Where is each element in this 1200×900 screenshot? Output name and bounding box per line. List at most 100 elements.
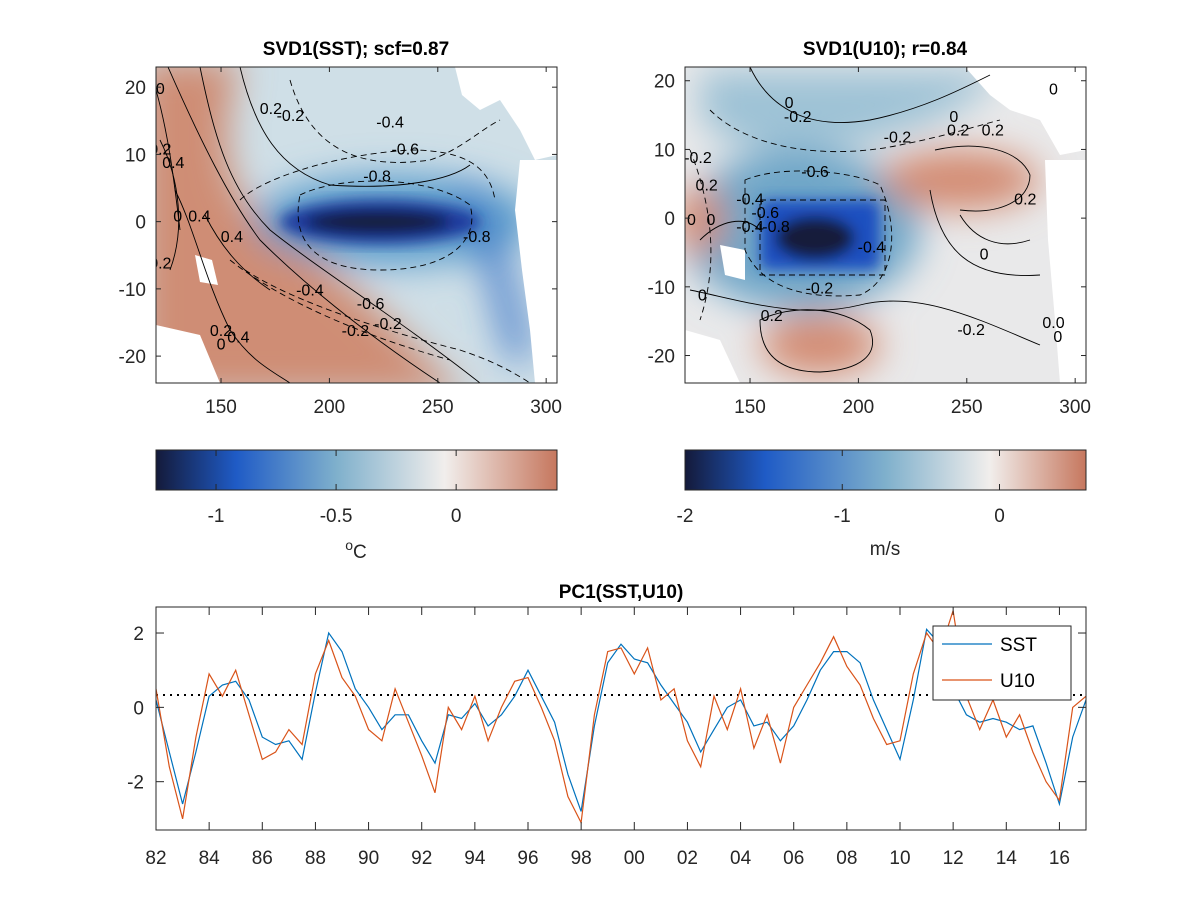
u10-contour-label: -0.6: [751, 205, 779, 222]
pc1-axes-box: [155, 606, 1087, 831]
u10-contour-label: 0.2: [1014, 191, 1036, 208]
sst-contour-label: -0.4: [376, 115, 404, 132]
pc1-xtick-label: 90: [358, 848, 379, 869]
u10-contour-label: -0.2: [884, 130, 912, 147]
u10-colorbar: -2 -1 0 m/s: [677, 449, 1087, 560]
series-line-sst: [156, 627, 1086, 812]
sst-contour-labels: 00.20.40.2-0.2 -0.4-0.6-0.80.400.4 -0.80.2…: [149, 81, 491, 353]
u10-contour-label: 0: [698, 288, 707, 305]
sst-contour-label: 0: [173, 209, 182, 226]
pc1-xtick-label: 96: [517, 848, 538, 869]
u10-contour-label: -0.2: [684, 150, 712, 167]
pc1-xtick-label: 16: [1049, 848, 1070, 869]
u10-contour-label: 0: [687, 212, 696, 229]
sst-unit-celsius: C: [353, 542, 367, 563]
sst-contour-label: 0.2: [149, 256, 171, 273]
sst-map-axes-box: [155, 66, 558, 384]
sst-xtick-label: 250: [422, 397, 454, 418]
sst-positive-region: [156, 67, 455, 383]
u10-contour-label: -0.4: [736, 191, 764, 208]
u10-contour-label: 0.2: [696, 178, 718, 195]
u10-contour-label: -0.2: [784, 109, 812, 126]
sst-contour-label: -0.8: [363, 168, 391, 185]
u10-map-field: 0-0.2-0.200.2 0.20-0.20.2-0.6-0.4-0.6-0.8…: [684, 67, 1086, 383]
u10-contour-label: 0.0: [1042, 315, 1064, 332]
u10-ytick-label: -10: [648, 278, 675, 299]
sst-contour-label: -0.8: [463, 229, 491, 246]
u10-ytick-label: 20: [654, 72, 675, 93]
u10-xtick-label: 250: [951, 397, 983, 418]
pc1-xtick-label: 88: [305, 848, 326, 869]
sst-contour-label: -0.4: [296, 283, 324, 300]
sst-contour-label: -0.2: [342, 323, 370, 340]
sst-contour-label: 0: [156, 81, 165, 98]
u10-contour-label: 0: [949, 109, 958, 126]
land-mask-southwest: [156, 325, 220, 383]
u10-contour-labels: 0-0.2-0.200.2 0.20-0.20.2-0.6-0.4-0.6-0.8…: [684, 81, 1065, 346]
u10-land-mask-north: [965, 67, 1086, 155]
legend-box: [932, 625, 1072, 701]
sst-map-ticks: 150 200 250 300 20 10 0 -10 -20: [119, 67, 562, 418]
sst-xtick-label: 300: [530, 397, 562, 418]
u10-contour-label: -0.4: [736, 219, 764, 236]
pc1-xtick-label: 94: [464, 848, 486, 869]
sst-xtick-label: 200: [314, 397, 346, 418]
sst-colorbar-ticks: -1 -0.5 0: [208, 450, 461, 527]
u10-contour-label: 0.2: [761, 308, 783, 325]
land-mask-north: [455, 67, 557, 160]
pc1-legend: SST U10: [932, 625, 1072, 701]
u10-map-panel: SVD1(U10); r=0.84: [648, 39, 1091, 418]
sst-contour-label: 0.4: [221, 229, 243, 246]
u10-contour-label: 0.2: [982, 123, 1004, 140]
sst-contour-label: -0.6: [391, 141, 419, 158]
sst-ytick-label: -20: [119, 347, 146, 368]
sst-contours: [156, 67, 531, 383]
sst-ytick-label: 20: [125, 78, 146, 99]
sst-contour-label: 0.4: [162, 155, 184, 172]
u10-contour-label: 0.2: [947, 123, 969, 140]
pc1-xtick-label: 14: [996, 848, 1018, 869]
sst-contour-label: 0.4: [188, 209, 210, 226]
series-line-u10: [156, 610, 1086, 825]
sst-contour-label: -0.2: [374, 316, 402, 333]
sst-colorbar: -1 -0.5 0 oC: [155, 449, 558, 563]
pc1-series-group: [156, 610, 1086, 825]
sst-colorbar-tick-label: -0.5: [320, 506, 353, 527]
u10-red-east: [880, 150, 1040, 210]
pc1-ytick-label: -2: [127, 773, 144, 794]
sst-contour-label: 0: [217, 336, 226, 353]
pc1-xtick-label: 12: [943, 848, 964, 869]
u10-ytick-label: 10: [654, 140, 675, 161]
pc1-xtick-label: 82: [145, 848, 166, 869]
sst-colorbar-tick-label: -1: [208, 506, 225, 527]
sst-colorbar-gradient: [155, 449, 558, 491]
u10-red-west: [685, 185, 725, 255]
land-mask-island: [195, 255, 218, 285]
u10-contour-label: 0: [1049, 81, 1058, 98]
u10-xtick-label: 300: [1059, 397, 1091, 418]
legend-u10-label: U10: [1000, 671, 1035, 692]
pc1-xtick-label: 98: [571, 848, 592, 869]
u10-core-inner: [775, 216, 855, 260]
u10-contour-label: 0: [980, 246, 989, 263]
sst-ytick-label: 0: [135, 213, 146, 234]
sst-contour-label: 0.2: [260, 101, 282, 118]
sst-colorbar-unit: oC: [345, 537, 367, 563]
u10-colorbar-tick-label: -2: [677, 506, 694, 527]
sst-contour-label: 0.4: [227, 330, 249, 347]
u10-contour-label: -0.2: [957, 322, 985, 339]
sst-contour-label: -0.2: [277, 108, 305, 125]
pc1-ytick-label: 0: [133, 698, 144, 719]
pc1-xtick-label: 10: [889, 848, 910, 869]
pc1-xtick-label: 86: [252, 848, 273, 869]
u10-colorbar-unit: m/s: [870, 539, 901, 560]
u10-north-blue: [700, 70, 1000, 153]
u10-colorbar-gradient: [684, 449, 1087, 491]
sst-contour-label: -0.6: [357, 296, 385, 313]
u10-contour-label: 0: [1053, 329, 1062, 346]
sst-xtick-label: 150: [205, 397, 237, 418]
pc1-xtick-label: 08: [836, 848, 857, 869]
sst-core-inner: [306, 210, 450, 234]
u10-land-mask-southwest: [685, 330, 740, 383]
